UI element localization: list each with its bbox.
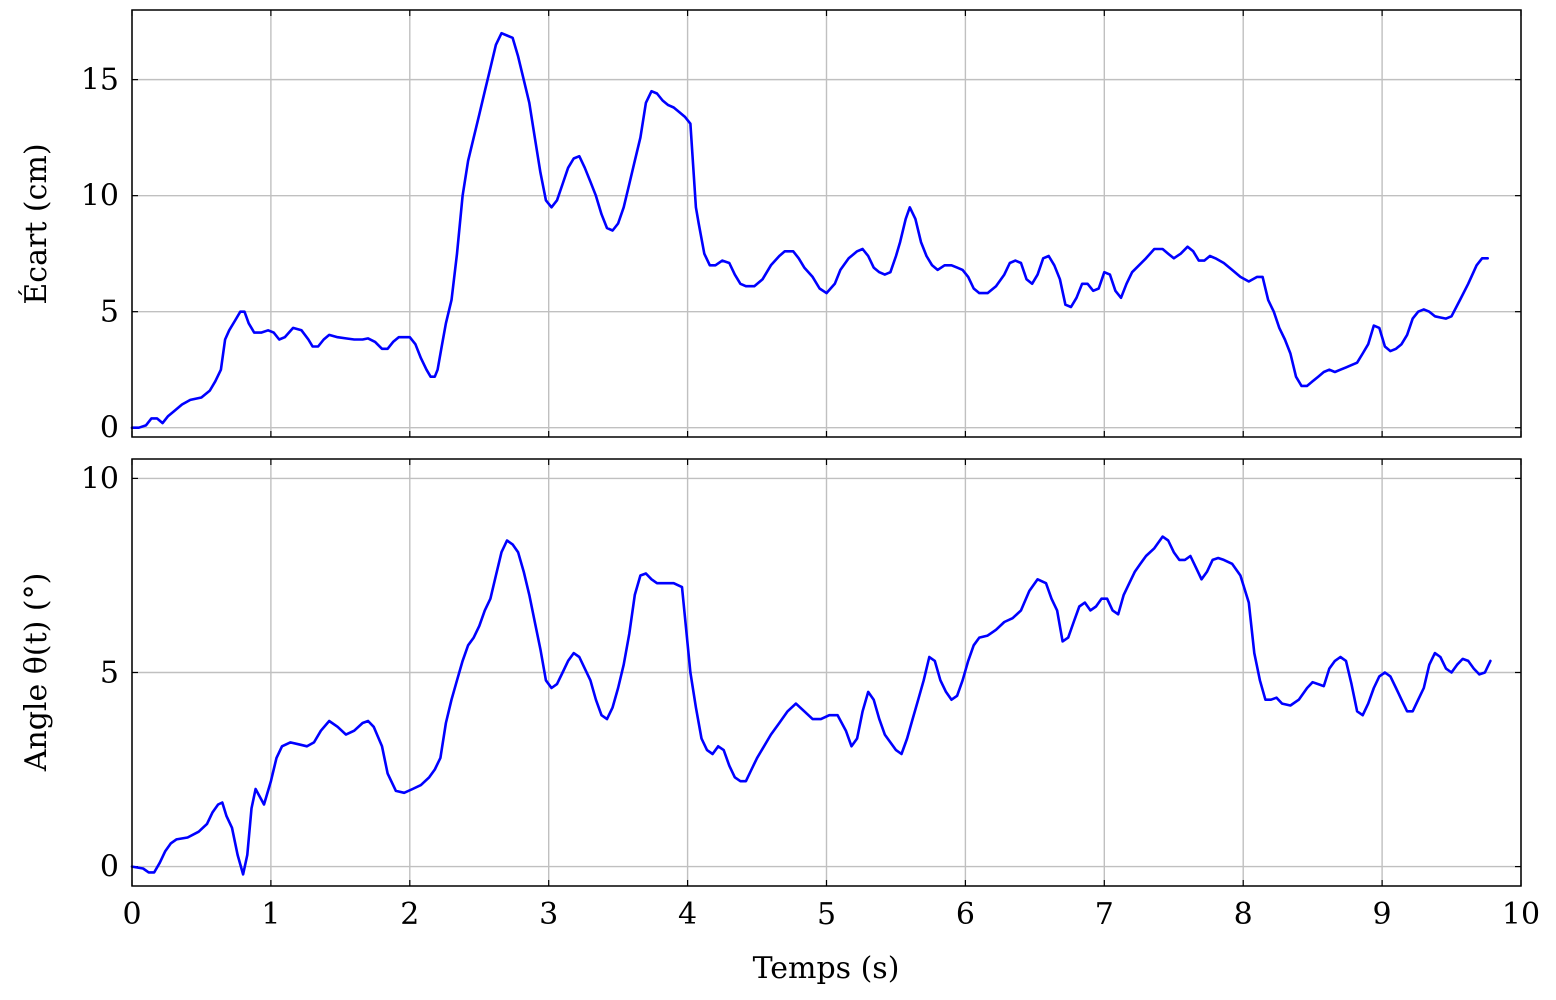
x-tick-label: 4 (678, 897, 697, 932)
x-axis-label: Temps (s) (753, 951, 900, 986)
bottom-panel-y-ticks: 0 5 10 (81, 461, 119, 884)
ecart-series-line (130, 31, 1489, 430)
x-tick-label: 2 (400, 897, 419, 932)
top-panel: 0 5 10 15 Écart (cm) (18, 9, 1522, 446)
x-tick-label: 3 (539, 897, 558, 932)
bottom-panel-frame (131, 458, 1522, 887)
top-panel-y-tick-label: 15 (81, 63, 119, 98)
top-panel-grid (131, 10, 1522, 437)
bottom-panel-y-tick-label: 10 (81, 461, 119, 496)
top-panel-y-tick-label: 5 (100, 295, 119, 330)
bottom-panel-y-tick-label: 0 (100, 850, 119, 885)
x-tick-label: 6 (956, 897, 975, 932)
bottom-panel-y-axis-label: Angle θ(t) (°) (19, 573, 54, 773)
x-tick-label: 7 (1095, 897, 1114, 932)
x-tick-label: 0 (122, 897, 141, 932)
top-panel-frame (131, 9, 1522, 438)
bottom-panel-y-tick-label: 5 (100, 656, 119, 691)
top-panel-y-ticks: 0 5 10 15 (81, 63, 119, 446)
bottom-panel-x-ticks: 0 1 2 3 4 5 6 7 8 9 10 (122, 897, 1540, 932)
x-tick-label: 8 (1234, 897, 1253, 932)
bottom-panel: 0 5 10 0 1 2 3 4 5 6 7 8 9 10 Angle θ(t) (°) Temps (… (19, 458, 1540, 986)
top-panel-y-tick-label: 10 (81, 179, 119, 214)
x-tick-label: 1 (261, 897, 280, 932)
x-tick-label: 5 (817, 897, 836, 932)
top-panel-y-axis-label: Écart (cm) (18, 143, 54, 304)
bottom-panel-grid (131, 459, 1522, 886)
top-panel-y-tick-label: 0 (100, 411, 119, 446)
x-tick-label: 10 (1502, 897, 1540, 932)
x-tick-label: 9 (1373, 897, 1392, 932)
angle-series-line (130, 535, 1492, 876)
